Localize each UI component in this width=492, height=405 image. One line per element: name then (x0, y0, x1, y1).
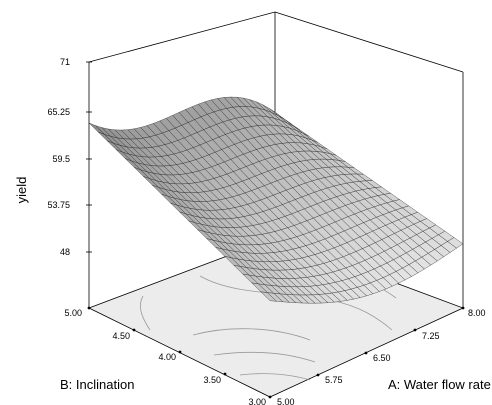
z-tick-label: 59.5 (52, 154, 70, 164)
b-tick-label: 4.50 (112, 331, 130, 341)
a-tick-label: 5.75 (325, 375, 343, 385)
z-tick: 71 (60, 57, 92, 67)
z-tick: 53.75 (47, 200, 92, 210)
b-axis-label: B: Inclination (60, 377, 134, 392)
contour-line (213, 351, 316, 363)
a-tick-label: 6.50 (373, 353, 391, 363)
a-tick-label: 8.00 (468, 308, 486, 318)
z-tick: 59.5 (52, 154, 92, 164)
a-tick-label: 5.00 (277, 397, 295, 405)
contour-line (239, 373, 311, 381)
z-tick-label: 71 (60, 57, 70, 67)
contour-line (139, 295, 151, 331)
z-axis-label: yield (14, 177, 29, 204)
b-axis: 5.00 4.50 4.00 3.50 3.00 B: Inclination (60, 306, 272, 405)
b-tick-label: 3.00 (248, 397, 266, 405)
b-tick-label: 4.00 (158, 352, 176, 362)
z-tick-label: 53.75 (47, 200, 70, 210)
back-left-top-edge (88, 11, 276, 63)
a-axis: 5.00 5.75 6.50 7.25 8.00 A: Water flow r… (277, 306, 491, 405)
a-axis-label: A: Water flow rate (388, 377, 491, 392)
contour-line (192, 328, 311, 341)
z-tick-label: 65.25 (47, 107, 70, 117)
surface-cell (260, 291, 277, 302)
z-tick-label: 48 (60, 247, 70, 257)
b-tick-label: 3.50 (203, 375, 221, 385)
z-axis: 71 65.25 59.5 53.75 48 yield (14, 57, 92, 257)
back-right-top-edge (274, 11, 464, 73)
surface-mesh (88, 96, 464, 304)
b-tick-label: 5.00 (64, 308, 82, 318)
a-tick-label: 7.25 (422, 331, 440, 341)
z-tick: 65.25 (47, 107, 92, 117)
z-tick: 48 (60, 247, 92, 257)
